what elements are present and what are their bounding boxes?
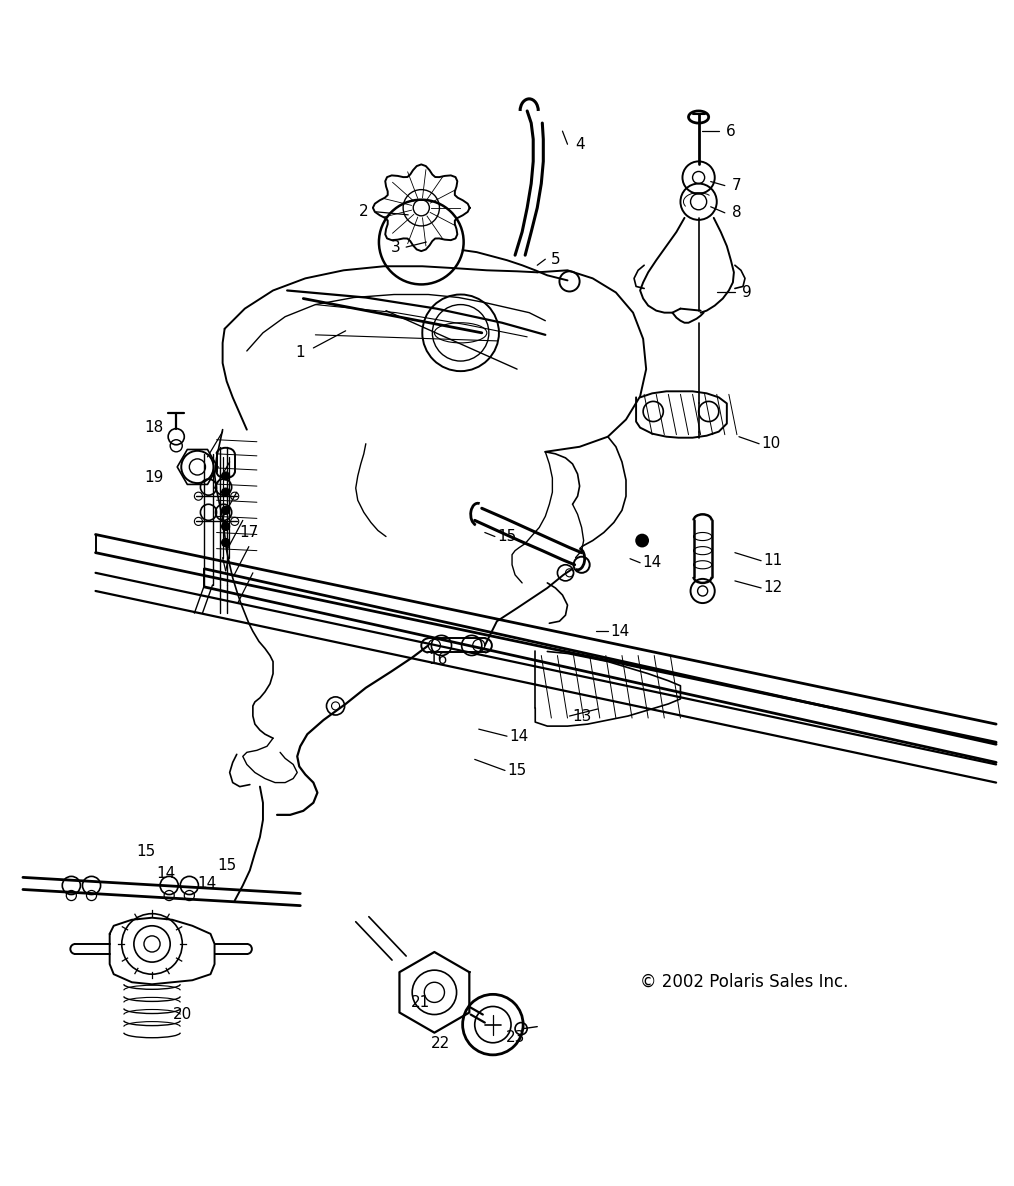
Text: 11: 11 — [764, 553, 783, 568]
Text: 18: 18 — [144, 420, 163, 435]
Text: 14: 14 — [197, 876, 216, 891]
Text: 15: 15 — [136, 843, 155, 859]
Text: 22: 22 — [431, 1037, 450, 1051]
Text: 14: 14 — [610, 624, 630, 639]
Text: 12: 12 — [764, 580, 783, 595]
Text: 19: 19 — [144, 470, 163, 485]
Text: 14: 14 — [156, 866, 175, 881]
Circle shape — [222, 522, 230, 530]
Text: 6: 6 — [726, 123, 736, 139]
Text: 15: 15 — [217, 857, 236, 873]
Circle shape — [222, 472, 230, 480]
Text: 8: 8 — [732, 205, 741, 221]
Circle shape — [222, 506, 230, 515]
Text: 16: 16 — [429, 652, 448, 667]
Text: 5: 5 — [551, 251, 560, 267]
Text: 9: 9 — [742, 285, 752, 300]
Text: 15: 15 — [507, 763, 526, 778]
Text: 1: 1 — [295, 345, 305, 361]
Text: 2: 2 — [359, 204, 369, 219]
Circle shape — [636, 535, 648, 547]
Text: 23: 23 — [505, 1031, 525, 1045]
Text: 20: 20 — [172, 1007, 192, 1022]
Text: 14: 14 — [643, 555, 662, 570]
Text: 10: 10 — [762, 436, 781, 451]
Circle shape — [222, 538, 230, 547]
Text: 21: 21 — [411, 995, 430, 1010]
Text: 3: 3 — [391, 240, 401, 255]
Text: 14: 14 — [509, 728, 528, 744]
Text: 7: 7 — [732, 178, 741, 193]
Text: 15: 15 — [498, 529, 516, 544]
Text: 17: 17 — [239, 525, 259, 540]
Text: 13: 13 — [572, 708, 591, 723]
Circle shape — [222, 489, 230, 496]
Text: 4: 4 — [575, 136, 584, 152]
Text: © 2002 Polaris Sales Inc.: © 2002 Polaris Sales Inc. — [640, 973, 848, 990]
